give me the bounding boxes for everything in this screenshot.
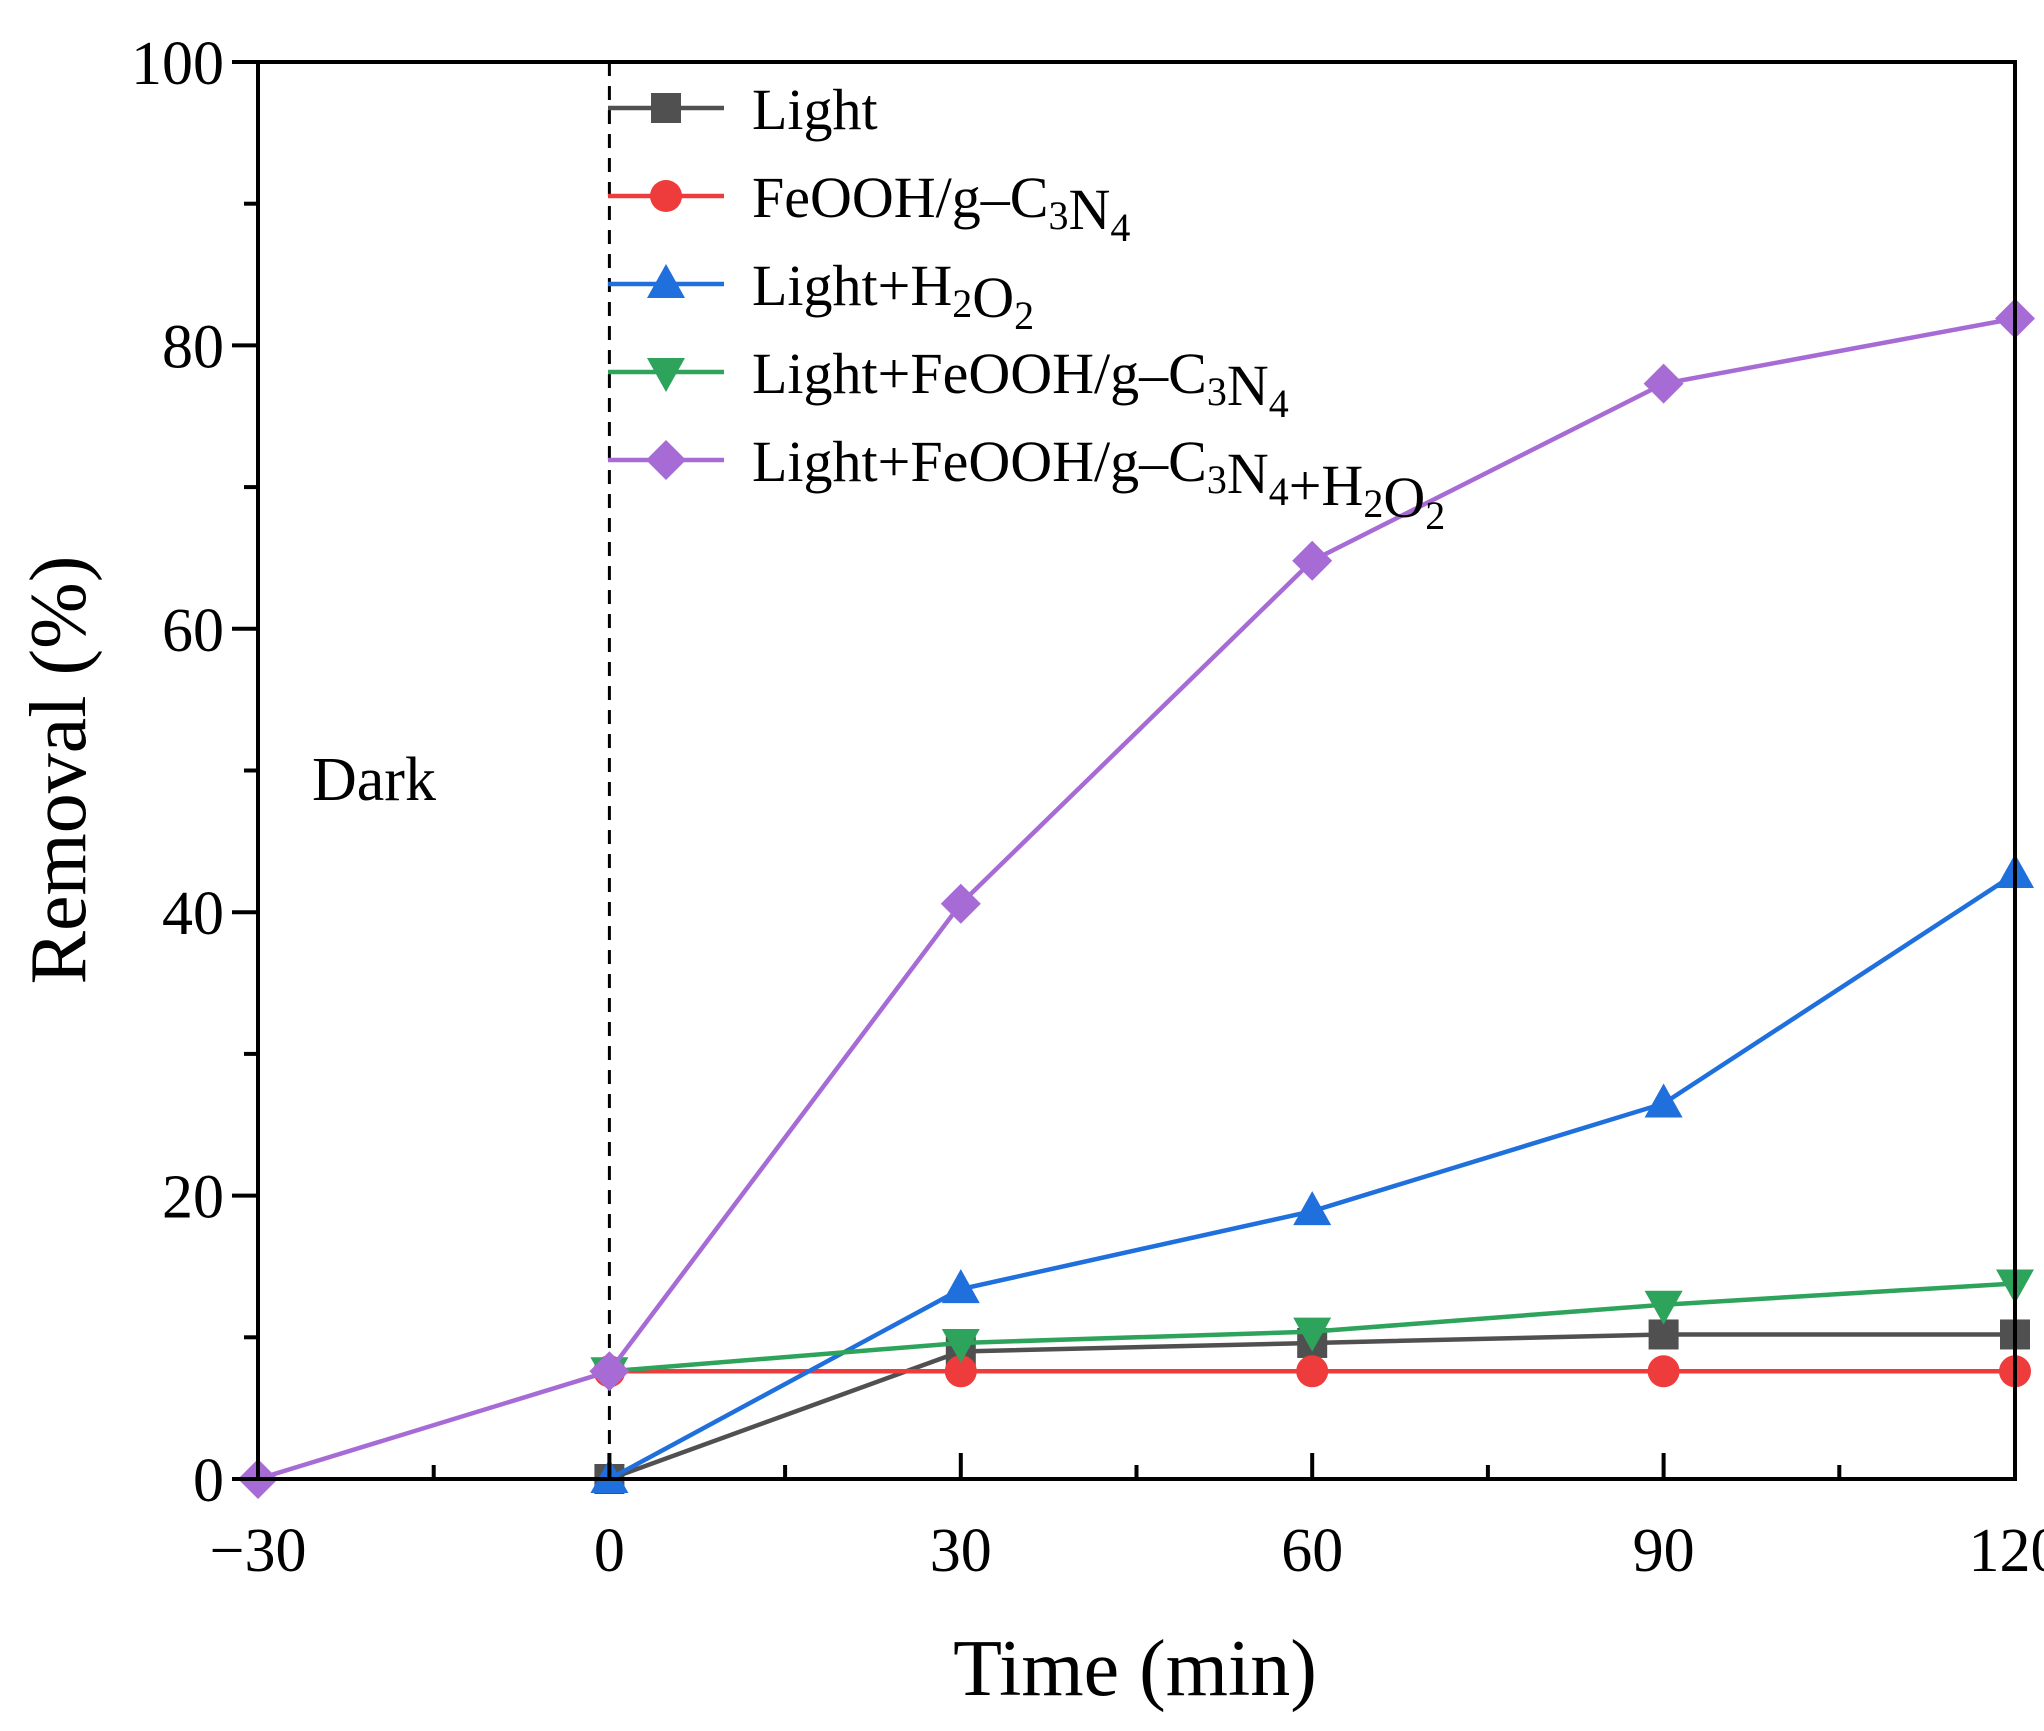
series-line: [257, 316, 2016, 1482]
series-line: [608, 872, 2017, 1481]
y-tick-label: 100: [131, 30, 224, 98]
data-point: [1644, 1083, 1683, 1118]
legend-entry: Light: [608, 77, 878, 142]
data-point: [941, 1328, 980, 1363]
dark-annotation: Dark: [312, 746, 436, 814]
legend-marker: [647, 358, 685, 392]
y-tick-label: 80: [162, 313, 224, 381]
legend-entry: Light+FeOOH/g–C3N4+H2O2: [608, 429, 1445, 538]
x-tick-label: −30: [210, 1517, 307, 1585]
x-tick-label: 60: [1281, 1517, 1343, 1585]
legend: LightFeOOH/g–C3N4Light+H2O2Light+FeOOH/g…: [608, 77, 1445, 538]
data-point: [1647, 1355, 1680, 1388]
legend-marker: [651, 93, 681, 123]
legend-entry: Light+FeOOH/g–C3N4: [608, 341, 1289, 426]
data-point: [589, 1351, 630, 1392]
series-2: [590, 853, 2034, 1493]
x-tick-label: 90: [1633, 1517, 1695, 1585]
y-axis-label: Removal (%): [15, 556, 103, 985]
x-tick-label: 120: [1969, 1517, 2044, 1585]
legend-label: Light+FeOOH/g–C3N4+H2O2: [752, 429, 1445, 538]
legend-marker: [647, 264, 685, 298]
x-tick-label: 0: [594, 1517, 625, 1585]
legend-marker: [650, 180, 682, 212]
legend-label: FeOOH/g–C3N4: [752, 165, 1130, 250]
legend-entry: FeOOH/g–C3N4: [608, 165, 1130, 250]
data-point: [1293, 1317, 1332, 1352]
data-point: [1644, 1290, 1683, 1325]
data-point: [1293, 1191, 1332, 1226]
x-axis-label: Time (min): [953, 1625, 1317, 1713]
legend-marker: [646, 440, 686, 480]
legend-label: Light+FeOOH/g–C3N4: [752, 341, 1289, 426]
axes-layer: −300306090120020406080100: [131, 30, 2044, 1585]
series-layer: [238, 298, 2035, 1499]
y-tick-label: 40: [162, 880, 224, 948]
legend-label: Light+H2O2: [752, 253, 1034, 338]
data-point: [1296, 1355, 1329, 1388]
data-point: [941, 1269, 980, 1304]
y-tick-label: 60: [162, 597, 224, 665]
plot-frame: [256, 60, 2017, 1481]
data-point: [1643, 363, 1684, 404]
data-point: [1292, 540, 1333, 581]
data-point: [944, 1355, 977, 1388]
legend-entry: Light+H2O2: [608, 253, 1034, 338]
y-tick-label: 20: [162, 1164, 224, 1232]
x-tick-label: 30: [930, 1517, 992, 1585]
y-tick-label: 0: [193, 1447, 224, 1515]
legend-label: Light: [752, 77, 878, 142]
data-point: [940, 883, 981, 924]
